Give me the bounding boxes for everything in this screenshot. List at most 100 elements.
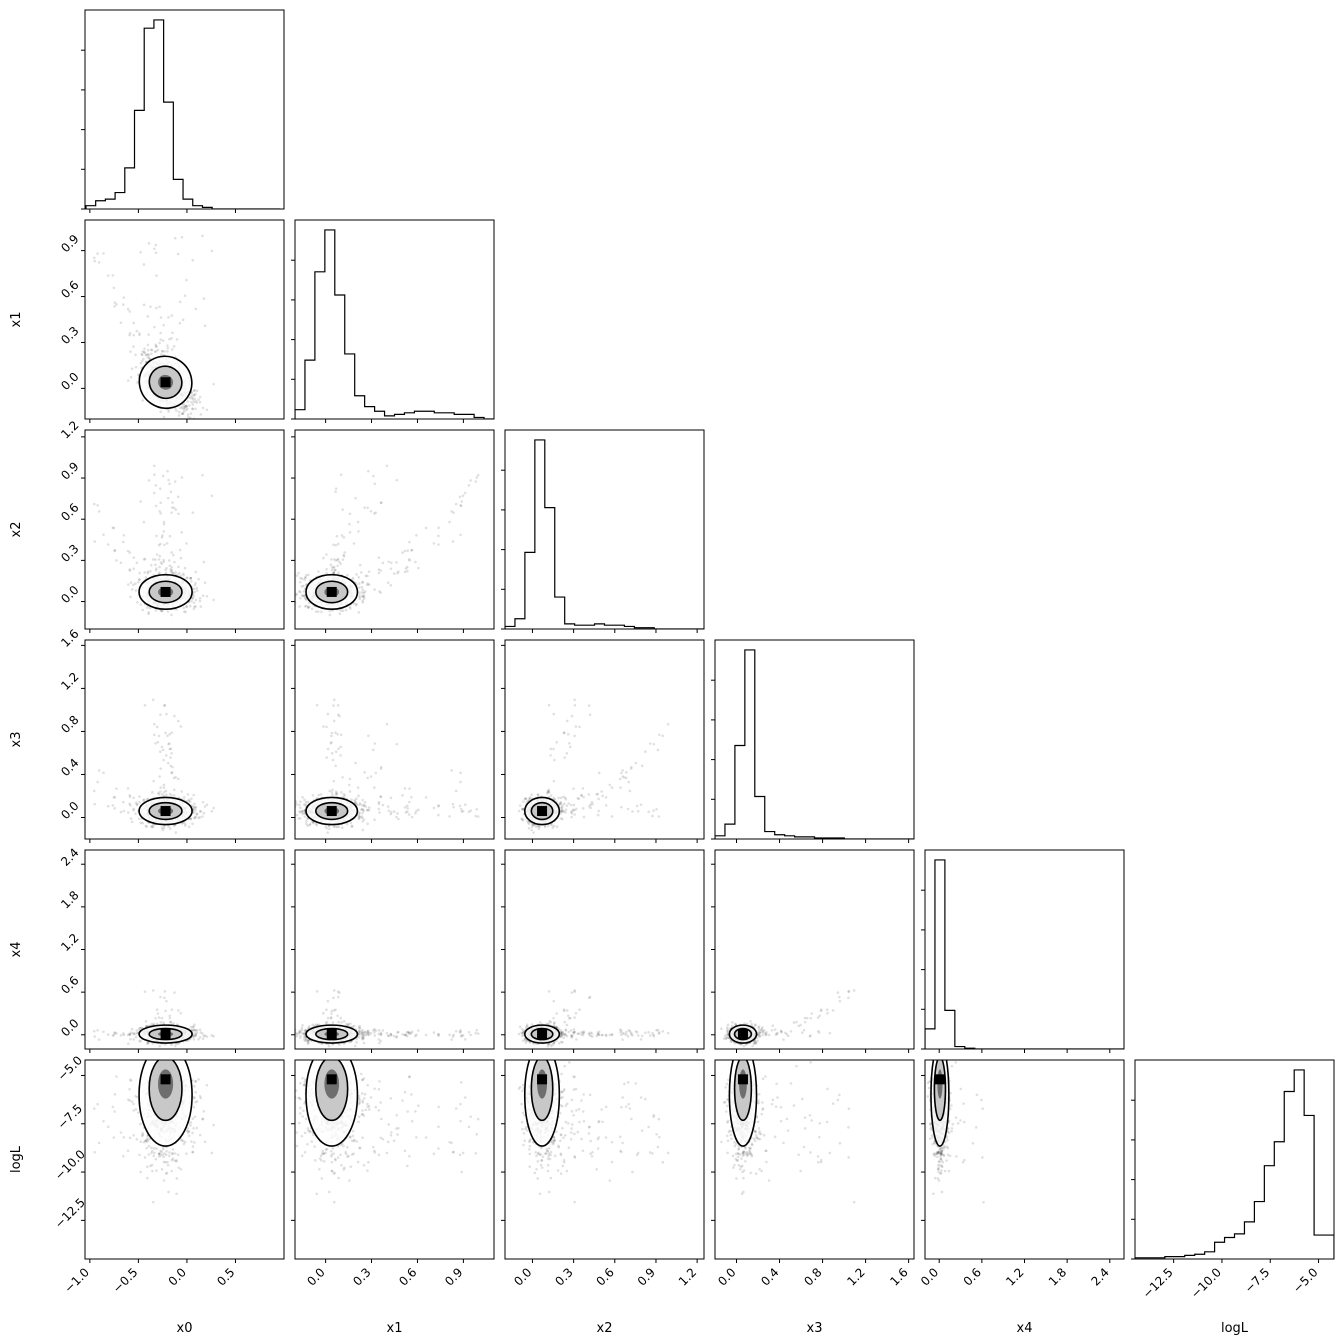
sample-point — [144, 360, 148, 364]
sample-point — [312, 821, 315, 825]
sample-point — [180, 235, 184, 239]
sample-point — [144, 824, 148, 828]
sample-point — [203, 581, 207, 585]
sample-point — [374, 511, 378, 514]
sample-point — [146, 797, 150, 800]
sample-point — [543, 825, 547, 829]
sample-point — [379, 795, 383, 798]
sample-point — [201, 800, 205, 804]
sample-point — [366, 574, 369, 578]
sample-point — [302, 809, 305, 813]
sample-point — [167, 825, 170, 829]
sample-point — [304, 576, 307, 579]
sample-point — [188, 396, 192, 400]
sample-point — [378, 811, 381, 814]
sample-point — [359, 808, 363, 811]
sample-point — [142, 303, 146, 307]
sample-point — [332, 698, 336, 702]
sample-point — [424, 796, 428, 799]
sample-point — [140, 359, 144, 363]
sample-point — [339, 609, 343, 612]
sample-point — [537, 825, 540, 828]
sample-point — [597, 809, 601, 813]
sample-point — [358, 597, 362, 601]
sample-point — [417, 808, 420, 812]
sample-point — [378, 590, 381, 593]
sample-point — [474, 814, 478, 818]
sample-point — [661, 734, 665, 738]
sample-point — [330, 740, 333, 744]
sample-point — [171, 571, 175, 575]
sample-point — [311, 820, 315, 824]
sample-point — [377, 556, 381, 559]
sample-point — [373, 818, 376, 821]
sample-point — [324, 825, 327, 828]
sample-point — [122, 533, 126, 537]
sample-point — [353, 798, 357, 802]
sample-point — [197, 816, 200, 820]
sample-point — [373, 482, 377, 486]
sample-point — [169, 570, 173, 573]
sample-point — [635, 804, 639, 808]
sample-point — [146, 348, 150, 352]
sample-point — [306, 817, 310, 821]
sample-point — [405, 565, 409, 569]
sample-point — [166, 610, 170, 613]
sample-point — [170, 568, 174, 572]
sample-point — [166, 734, 169, 738]
sample-point — [132, 556, 136, 559]
sample-point — [171, 765, 174, 769]
sample-point — [566, 732, 570, 736]
sample-point — [417, 566, 420, 570]
sample-point — [174, 776, 178, 779]
sample-point — [359, 571, 363, 574]
sample-point — [184, 404, 188, 408]
sample-point — [182, 606, 186, 610]
sample-point — [150, 563, 153, 567]
sample-point — [189, 576, 193, 580]
sample-point — [565, 804, 569, 808]
sample-point — [357, 817, 361, 820]
sample-point — [153, 464, 156, 468]
sample-point — [306, 800, 310, 804]
sample-point — [160, 536, 164, 539]
sample-point — [355, 802, 358, 806]
sample-point — [128, 795, 132, 799]
sample-point — [389, 567, 393, 571]
sample-point — [348, 512, 352, 516]
sample-point — [530, 828, 533, 832]
sample-point — [301, 594, 304, 597]
panel-frame — [84, 429, 285, 630]
sample-point — [182, 407, 186, 411]
sample-point — [358, 593, 361, 597]
sample-point — [334, 793, 338, 796]
sample-point — [134, 812, 137, 816]
sample-point — [193, 811, 196, 814]
sample-point — [357, 586, 361, 589]
sample-point — [182, 610, 186, 613]
sample-point — [198, 599, 202, 603]
sample-point — [188, 604, 192, 608]
sample-point — [352, 602, 356, 605]
sample-point — [349, 607, 352, 610]
sample-point — [303, 578, 306, 582]
sample-point — [552, 796, 555, 800]
sample-point — [160, 562, 164, 566]
sample-point — [379, 501, 383, 505]
sample-point — [371, 474, 375, 478]
sample-point — [339, 473, 343, 476]
sample-point — [162, 790, 166, 794]
sample-point — [141, 399, 145, 402]
sample-point — [475, 807, 479, 811]
sample-point — [373, 588, 376, 591]
sample-point — [170, 752, 173, 755]
sample-point — [192, 793, 195, 797]
y-tick-label: 0.3 — [58, 542, 81, 565]
sample-point — [563, 756, 567, 759]
sample-point — [335, 792, 339, 796]
sample-point — [113, 795, 117, 799]
sample-point — [173, 794, 176, 797]
sample-point — [349, 821, 353, 825]
sample-point — [379, 767, 383, 770]
sample-point — [154, 343, 158, 347]
